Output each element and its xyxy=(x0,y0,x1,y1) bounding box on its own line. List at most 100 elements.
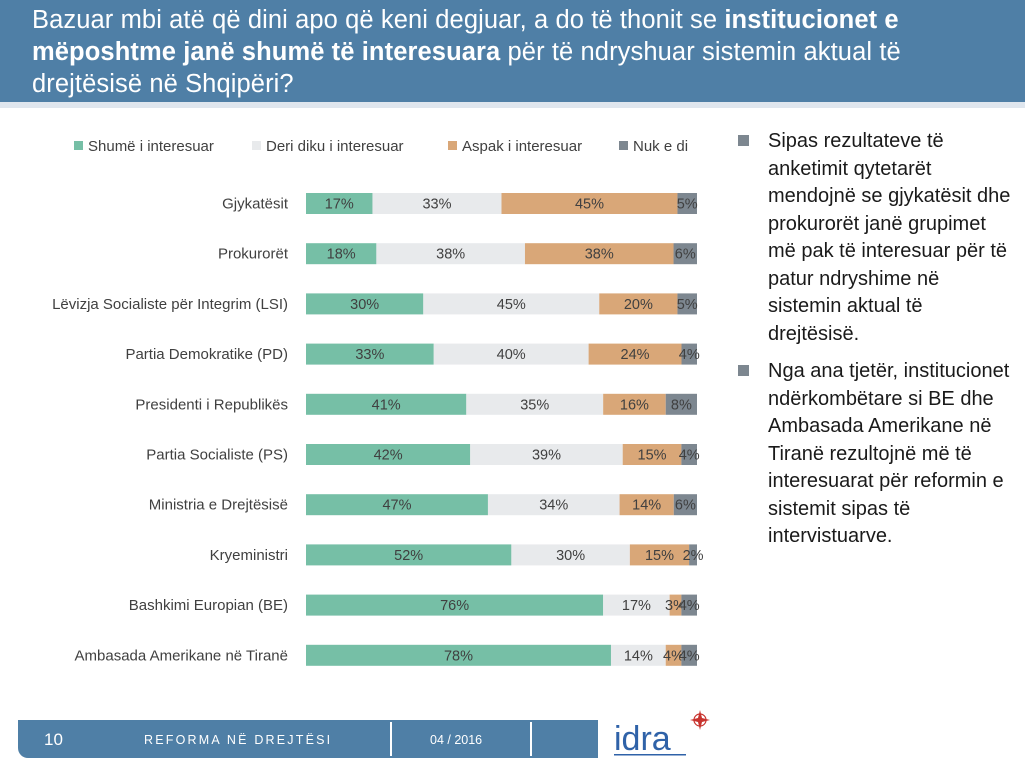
data-label: 45% xyxy=(497,297,526,313)
bar-segment xyxy=(588,343,682,365)
bullet-item: Sipas rezultateve të anketimit qytetarët… xyxy=(738,128,1018,348)
bar-segment xyxy=(681,594,697,616)
data-label: 4% xyxy=(679,448,700,464)
data-label: 4% xyxy=(663,648,684,664)
page-title: Bazuar mbi atë që dini apo që keni degju… xyxy=(32,4,1012,100)
data-label: 5% xyxy=(677,197,698,213)
data-label: 8% xyxy=(671,397,692,413)
bar-segment xyxy=(306,193,373,214)
bar-segment xyxy=(306,644,611,666)
footer-date: 04 / 2016 xyxy=(430,733,483,747)
data-label: 38% xyxy=(436,247,465,263)
data-label: 33% xyxy=(355,347,384,363)
category-label: Partia Demokratike (PD) xyxy=(125,346,288,363)
data-label: 5% xyxy=(677,297,698,313)
bar-segment xyxy=(306,594,604,616)
data-label: 17% xyxy=(622,598,651,614)
bar-segment xyxy=(466,393,604,415)
data-label: 40% xyxy=(497,347,526,363)
bar-segment xyxy=(306,243,377,265)
bar-segment xyxy=(619,494,674,516)
category-label: Bashkimi Europian (BE) xyxy=(129,597,288,614)
bar-segment xyxy=(681,644,697,666)
data-label: 3% xyxy=(665,598,686,614)
footer-divider xyxy=(390,722,392,756)
stacked-bar-chart: Shumë i interesuar Deri diku i interesuar… xyxy=(52,138,704,666)
data-label: 35% xyxy=(520,397,549,413)
bullet-item: Nga ana tjetër, institucionet ndërkombët… xyxy=(738,358,1018,551)
category-label: Presidenti i Republikës xyxy=(135,396,288,413)
bar-segment xyxy=(501,193,678,214)
category-label: Prokurorët xyxy=(218,246,289,263)
bullet-text: Nga ana tjetër, institucionet ndërkombët… xyxy=(768,360,1010,547)
bar-segment xyxy=(524,243,674,265)
data-label: 38% xyxy=(585,247,614,263)
data-label: 47% xyxy=(382,498,411,514)
footer-bar: 10 REFORMA NË DREJTËSI 04 / 2016 xyxy=(18,720,598,758)
page-number: 10 xyxy=(44,730,63,749)
bar-segment xyxy=(423,293,600,315)
bar-segment xyxy=(470,444,623,465)
bar-segment xyxy=(487,494,620,516)
bar-segment xyxy=(306,494,488,516)
bullet-text: Sipas rezultateve të anketimit qytetarët… xyxy=(768,130,1011,345)
bar-segment xyxy=(511,544,630,566)
data-label: 6% xyxy=(675,247,696,263)
bar-segment xyxy=(665,393,697,415)
data-label: 39% xyxy=(532,448,561,464)
bar-segment xyxy=(610,644,666,666)
bar-segment xyxy=(306,343,434,365)
data-label: 42% xyxy=(374,448,403,464)
data-label: 24% xyxy=(621,347,650,363)
data-label: 4% xyxy=(679,648,700,664)
data-label: 15% xyxy=(645,548,674,564)
header-bar xyxy=(0,0,1025,102)
title-part-2: për të ndryshuar sistemin aktual të drej… xyxy=(32,38,901,98)
bar-segment xyxy=(376,243,525,265)
data-label: 14% xyxy=(632,498,661,514)
bar-segment xyxy=(677,293,697,315)
data-label: 34% xyxy=(539,498,568,514)
bar-segment xyxy=(306,393,467,415)
legend-label: Shumë i interesuar xyxy=(88,138,214,155)
bar-segment xyxy=(681,343,697,365)
footer-title: REFORMA NË DREJTËSI xyxy=(144,733,333,747)
data-label: 30% xyxy=(350,297,379,313)
category-label: Gjykatësit xyxy=(222,196,289,213)
category-label: Partia Socialiste (PS) xyxy=(146,447,288,464)
category-label: Ambasada Amerikane në Tiranë xyxy=(75,647,288,664)
data-label: 45% xyxy=(575,197,604,213)
bar-segment xyxy=(669,594,682,616)
data-label: 14% xyxy=(624,648,653,664)
bar-segment xyxy=(622,444,682,465)
data-label: 15% xyxy=(638,448,667,464)
legend-label: Deri diku i interesuar xyxy=(266,138,404,155)
bar-segment xyxy=(665,644,682,666)
data-label: 17% xyxy=(325,197,354,213)
category-label: Lëvizja Socialiste për Integrim (LSI) xyxy=(52,296,288,313)
legend-swatch xyxy=(74,141,83,150)
data-label: 20% xyxy=(624,297,653,313)
bar-segment xyxy=(433,343,589,365)
bar-segment xyxy=(673,243,697,265)
bar-segment xyxy=(306,544,512,566)
bar-segment xyxy=(689,544,697,566)
logo-tagline-line xyxy=(614,754,686,756)
legend-label: Nuk e di xyxy=(633,138,688,155)
bullet-square-icon xyxy=(738,135,749,146)
bullet-list: Sipas rezultateve të anketimit qytetarët… xyxy=(738,128,1018,561)
logo-text: idra xyxy=(614,720,671,758)
data-label: 52% xyxy=(394,548,423,564)
legend-swatch xyxy=(252,141,261,150)
header-divider xyxy=(0,102,1025,108)
bar-segment xyxy=(677,193,697,214)
compass-icon xyxy=(690,710,710,730)
data-label: 6% xyxy=(675,498,696,514)
category-label: Ministria e Drejtësisë xyxy=(149,497,288,514)
legend-label: Aspak i interesuar xyxy=(462,138,582,155)
bar-segment xyxy=(599,293,678,315)
bar-segment xyxy=(372,193,502,214)
data-label: 78% xyxy=(444,648,473,664)
bar-segment xyxy=(673,494,697,516)
idra-logo: idra xyxy=(614,710,710,758)
